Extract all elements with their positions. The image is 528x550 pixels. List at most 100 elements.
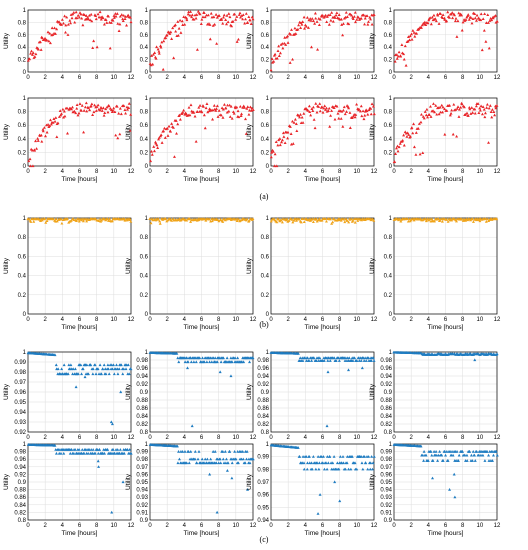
data-point (87, 13, 91, 17)
data-point (304, 24, 308, 28)
data-point (414, 153, 418, 156)
data-point (353, 356, 357, 360)
data-point (427, 113, 431, 116)
data-point (186, 450, 190, 453)
data-point (397, 50, 401, 54)
data-point (181, 110, 185, 114)
data-point (342, 105, 346, 109)
data-point (461, 20, 465, 24)
data-point (219, 113, 223, 117)
data-point (289, 28, 293, 31)
data-point (248, 18, 252, 22)
x-tick-label: 2 (43, 169, 47, 175)
data-point (86, 451, 90, 455)
x-axis-label: Time [hours] (62, 176, 98, 183)
y-tick-label: 0.98 (257, 358, 269, 364)
data-point (372, 13, 376, 17)
data-point (50, 26, 54, 30)
data-point (205, 102, 209, 105)
data-point (188, 113, 192, 117)
y-tick-label: 0.97 (14, 380, 26, 386)
data-point (55, 27, 59, 31)
data-point (454, 219, 458, 223)
data-point (90, 102, 94, 106)
x-tick-label: 6 (321, 75, 325, 81)
x-tick-label: 4 (183, 169, 187, 175)
data-point (463, 453, 467, 457)
data-point (367, 356, 371, 360)
data-point (473, 111, 477, 115)
y-tick-label: 0.91 (136, 510, 148, 516)
data-point (310, 17, 314, 20)
data-point (372, 219, 376, 222)
y-tick-label: 0.6 (18, 123, 27, 129)
data-point (355, 18, 359, 21)
data-point (122, 451, 126, 455)
y-tick-label: 0.92 (380, 503, 392, 509)
data-point (70, 16, 74, 20)
y-tick-label: 1 (23, 216, 27, 222)
y-tick-label: 1 (266, 216, 270, 222)
data-point (453, 19, 457, 23)
data-point (302, 15, 306, 19)
data-point (76, 113, 80, 117)
y-tick-label: 0 (389, 312, 393, 318)
data-point (94, 372, 98, 376)
data-point (351, 218, 355, 222)
x-tick-label: 0 (26, 169, 30, 175)
data-point (109, 21, 113, 24)
data-point (433, 17, 437, 20)
y-tick-label: 0.98 (136, 358, 148, 364)
data-point (87, 448, 91, 451)
data-point (435, 453, 439, 457)
data-point (104, 18, 108, 22)
data-point (244, 132, 248, 135)
data-point (170, 219, 174, 222)
x-tick-label: 6 (444, 435, 448, 441)
data-point (30, 49, 34, 53)
data-point (353, 10, 357, 14)
data-point (56, 121, 60, 125)
data-point (241, 17, 245, 21)
data-point (490, 115, 494, 119)
data-point (455, 35, 459, 38)
y-tick-label: 0.95 (257, 505, 269, 511)
data-point (432, 450, 436, 453)
data-point (158, 219, 162, 223)
data-point (128, 129, 132, 132)
y-tick-label: 0.8 (261, 20, 270, 26)
data-point (492, 110, 496, 114)
data-point (235, 40, 239, 43)
data-point (245, 457, 249, 461)
data-point (483, 459, 487, 462)
data-point (360, 114, 364, 118)
data-point (177, 26, 181, 30)
data-point (404, 63, 408, 67)
data-point (93, 451, 97, 455)
data-point (240, 14, 244, 17)
data-point (178, 117, 182, 121)
y-tick-label: 0.96 (257, 366, 269, 372)
y-tick-label: 0.99 (14, 360, 26, 366)
y-tick-label: 0.2 (140, 293, 149, 299)
x-tick-label: 10 (110, 75, 117, 81)
x-tick-label: 8 (217, 435, 221, 441)
data-point (487, 141, 491, 144)
data-point (86, 17, 90, 21)
data-point (487, 459, 491, 462)
y-tick-label: 0.96 (257, 493, 269, 499)
data-point (162, 39, 166, 43)
data-point (89, 104, 93, 108)
data-point (104, 107, 108, 111)
x-tick-label: 10 (232, 523, 239, 529)
data-point (473, 459, 477, 462)
y-tick-label: 0.96 (136, 472, 148, 478)
data-point (102, 363, 106, 367)
data-point (119, 390, 123, 394)
y-tick-label: 0.9 (18, 480, 27, 486)
x-axis-label: Time [hours] (62, 324, 98, 331)
data-point (328, 455, 332, 458)
data-point (363, 113, 367, 117)
data-point (196, 9, 200, 13)
data-point (36, 47, 40, 51)
